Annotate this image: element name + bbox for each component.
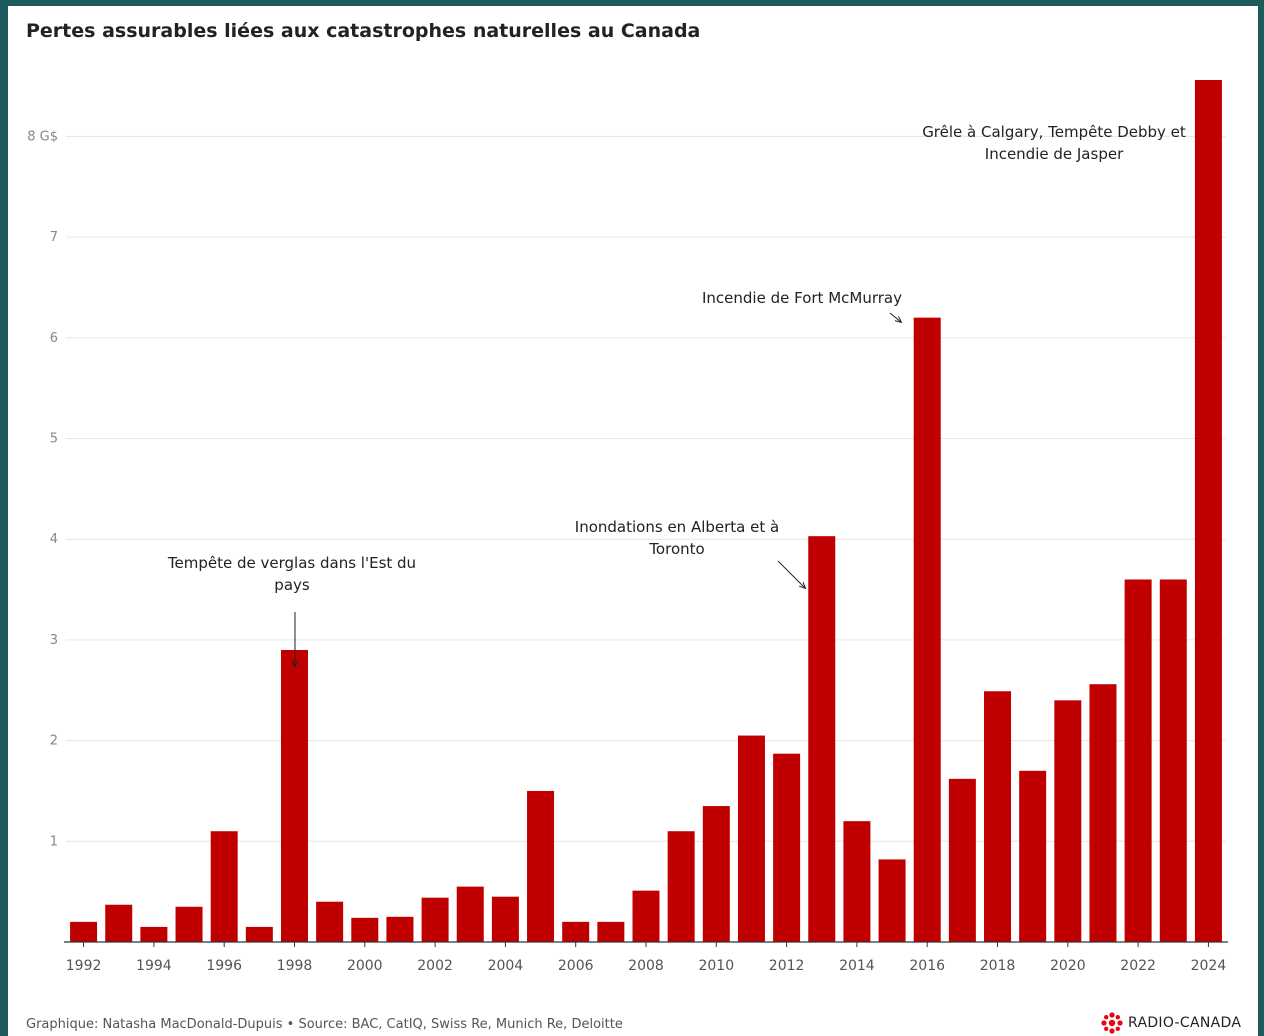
x-tick-label: 1998 — [277, 958, 313, 974]
y-tick-label: 6 — [50, 331, 58, 346]
x-tick-label: 2016 — [909, 958, 945, 974]
annotation-1998: Tempête de verglas dans l'Est du pays — [167, 554, 416, 594]
radio-canada-logo[interactable]: RADIO-CANADA — [1101, 1012, 1241, 1034]
bar-1994 — [140, 926, 168, 942]
bar-2008 — [632, 890, 660, 942]
y-tick-label: 5 — [50, 431, 58, 446]
bar-2006 — [562, 921, 590, 942]
bar-2005 — [527, 790, 555, 942]
annotation-arrow — [889, 312, 901, 322]
x-tick-label: 2014 — [839, 958, 875, 974]
annotation-arrow — [777, 560, 805, 588]
x-tick-label: 2010 — [698, 958, 734, 974]
bar-2014 — [843, 821, 871, 942]
bar-2013 — [808, 536, 836, 942]
x-tick-label: 2022 — [1120, 958, 1156, 974]
bar-2022 — [1124, 579, 1152, 942]
bar-1999 — [316, 901, 344, 942]
bar-2019 — [1019, 770, 1047, 942]
bar-1997 — [245, 926, 273, 942]
bar-1993 — [105, 904, 133, 942]
x-tick-label: 2002 — [417, 958, 453, 974]
annotation-2024: Grêle à Calgary, Tempête Debby et Incendi… — [922, 123, 1186, 163]
y-tick-label: 7 — [50, 230, 58, 245]
chart-card: Pertes assurables liées aux catastrophes… — [8, 6, 1258, 1036]
bar-2011 — [737, 735, 765, 942]
bar-2016 — [913, 317, 941, 943]
bar-1996 — [210, 831, 238, 942]
x-tick-label: 2004 — [488, 958, 524, 974]
x-tick-label: 1994 — [136, 958, 172, 974]
bar-1992 — [70, 921, 98, 942]
annotation-2016: Incendie de Fort McMurray — [702, 289, 902, 307]
chart-title: Pertes assurables liées aux catastrophes… — [26, 20, 701, 42]
radio-canada-gem-icon — [1101, 1012, 1123, 1034]
bar-chart: 1 2 3 4 5 6 7 8 G$ 1992 1994 1996 1998 2000 2002 2004 2… — [27, 80, 1228, 974]
x-tick-label: 2012 — [769, 958, 805, 974]
bar-2002 — [421, 897, 449, 942]
bar-2012 — [773, 753, 801, 942]
x-tick-label: 2000 — [347, 958, 383, 974]
bar-2021 — [1089, 684, 1117, 942]
annotation-2013: Inondations en Alberta et à Toronto — [575, 518, 779, 558]
bar-2023 — [1159, 579, 1187, 942]
bar-2004 — [491, 896, 519, 942]
y-tick-label: 8 G$ — [27, 129, 58, 144]
x-tick-label: 2020 — [1050, 958, 1086, 974]
bar-1998 — [280, 649, 308, 942]
y-tick-label: 1 — [50, 834, 58, 849]
bar-1995 — [175, 906, 203, 942]
x-tick-label: 1992 — [66, 958, 102, 974]
logo-wordmark: RADIO-CANADA — [1128, 1015, 1242, 1031]
bar-2010 — [702, 806, 730, 942]
bar-2018 — [984, 691, 1012, 942]
chart-footer: Graphique: Natasha MacDonald-Dupuis • So… — [26, 1017, 623, 1032]
bar-2009 — [667, 831, 695, 942]
x-tick-label: 2006 — [558, 958, 594, 974]
bar-2003 — [456, 886, 484, 942]
y-tick-label: 3 — [50, 633, 58, 648]
x-tick-label: 2018 — [980, 958, 1016, 974]
bar-2020 — [1054, 700, 1082, 942]
y-tick-label: 4 — [50, 532, 58, 547]
bar-2007 — [597, 921, 625, 942]
x-tick-label: 1996 — [206, 958, 242, 974]
bar-2024 — [1194, 80, 1222, 942]
x-tick-label: 2024 — [1191, 958, 1227, 974]
bar-2000 — [351, 917, 379, 942]
y-tick-label: 2 — [50, 734, 58, 749]
bar-2001 — [386, 916, 414, 942]
bar-2015 — [878, 859, 906, 942]
bar-2017 — [948, 778, 976, 942]
x-tick-label: 2008 — [628, 958, 664, 974]
